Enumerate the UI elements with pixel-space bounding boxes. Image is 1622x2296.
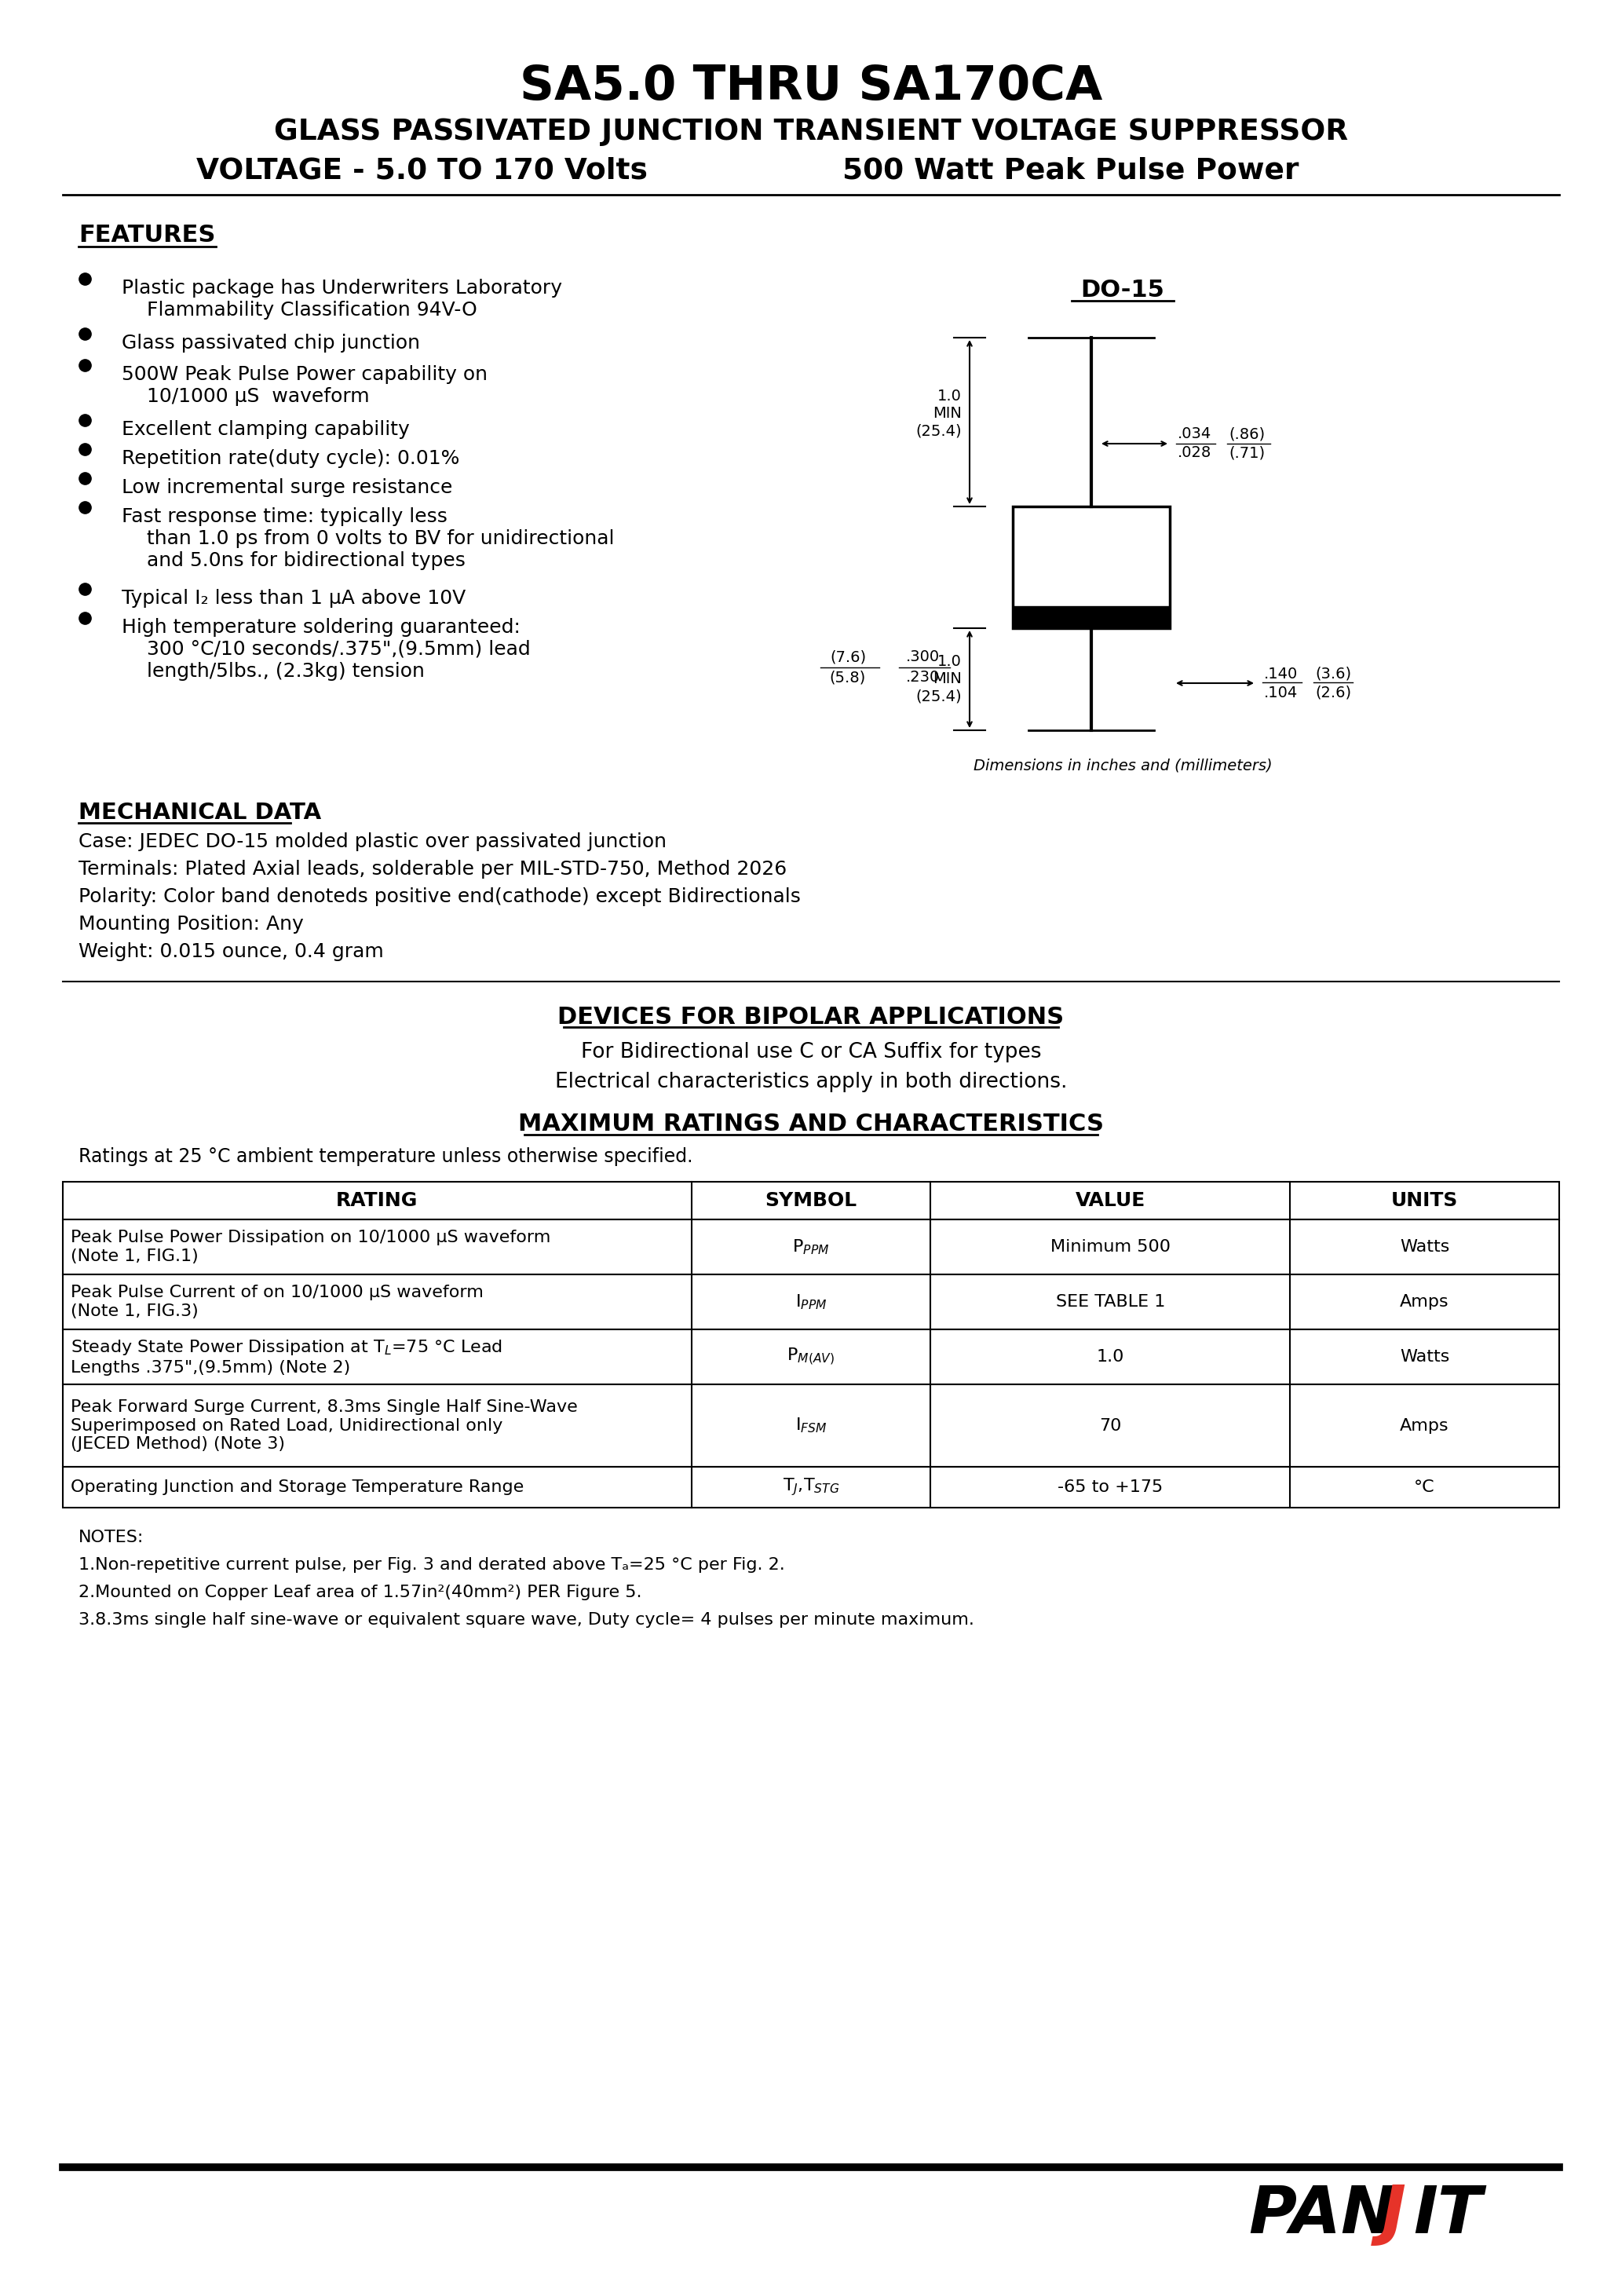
- Bar: [1012, 507, 1169, 629]
- Text: 500 Watt Peak Pulse Power: 500 Watt Peak Pulse Power: [842, 156, 1299, 186]
- Text: GLASS PASSIVATED JUNCTION TRANSIENT VOLTAGE SUPPRESSOR: GLASS PASSIVATED JUNCTION TRANSIENT VOLT…: [274, 117, 1348, 147]
- Text: Watts: Watts: [1400, 1350, 1450, 1364]
- Text: 1.0
MIN
(25.4): 1.0 MIN (25.4): [916, 388, 962, 439]
- Text: High temperature soldering guaranteed:
    300 °C/10 seconds/.375",(9.5mm) lead
: High temperature soldering guaranteed: 3…: [122, 618, 530, 680]
- Text: MAXIMUM RATINGS AND CHARACTERISTICS: MAXIMUM RATINGS AND CHARACTERISTICS: [517, 1114, 1105, 1137]
- Text: DO-15: DO-15: [1080, 280, 1165, 301]
- Text: Operating Junction and Storage Temperature Range: Operating Junction and Storage Temperatu…: [71, 1479, 524, 1495]
- Text: MECHANICAL DATA: MECHANICAL DATA: [78, 801, 321, 824]
- Text: (3.6): (3.6): [1315, 666, 1351, 682]
- Text: DEVICES FOR BIPOLAR APPLICATIONS: DEVICES FOR BIPOLAR APPLICATIONS: [558, 1006, 1064, 1029]
- Text: PAN: PAN: [1249, 2183, 1395, 2245]
- Text: .140: .140: [1264, 666, 1298, 682]
- Text: (.86): (.86): [1229, 427, 1265, 441]
- Text: Excellent clamping capability: Excellent clamping capability: [122, 420, 410, 439]
- Text: Ratings at 25 °C ambient temperature unless otherwise specified.: Ratings at 25 °C ambient temperature unl…: [78, 1148, 693, 1166]
- Text: SYMBOL: SYMBOL: [766, 1192, 856, 1210]
- Text: .034: .034: [1178, 427, 1212, 441]
- Text: Watts: Watts: [1400, 1240, 1450, 1256]
- Text: .104: .104: [1264, 684, 1298, 700]
- Text: .300: .300: [905, 650, 939, 666]
- Text: 1.0
MIN
(25.4): 1.0 MIN (25.4): [916, 654, 962, 705]
- Text: Fast response time: typically less
    than 1.0 ps from 0 volts to BV for unidir: Fast response time: typically less than …: [122, 507, 615, 569]
- Text: 2.Mounted on Copper Leaf area of 1.57in²(40mm²) PER Figure 5.: 2.Mounted on Copper Leaf area of 1.57in²…: [78, 1584, 642, 1600]
- Text: P$_{M(AV)}$: P$_{M(AV)}$: [787, 1345, 835, 1368]
- Text: FEATURES: FEATURES: [78, 225, 216, 248]
- Text: Plastic package has Underwriters Laboratory
    Flammability Classification 94V-: Plastic package has Underwriters Laborat…: [122, 278, 563, 319]
- Text: Dimensions in inches and (millimeters): Dimensions in inches and (millimeters): [973, 758, 1272, 774]
- Text: UNITS: UNITS: [1392, 1192, 1458, 1210]
- Text: Steady State Power Dissipation at T$_L$=75 °C Lead
Lengths .375",(9.5mm) (Note 2: Steady State Power Dissipation at T$_L$=…: [71, 1339, 503, 1375]
- Text: Terminals: Plated Axial leads, solderable per MIL-STD-750, Method 2026: Terminals: Plated Axial leads, solderabl…: [78, 859, 787, 879]
- Text: Repetition rate(duty cycle): 0.01%: Repetition rate(duty cycle): 0.01%: [122, 450, 459, 468]
- Text: VOLTAGE - 5.0 TO 170 Volts: VOLTAGE - 5.0 TO 170 Volts: [196, 156, 647, 186]
- Text: P$_{PPM}$: P$_{PPM}$: [793, 1238, 829, 1256]
- Text: Electrical characteristics apply in both directions.: Electrical characteristics apply in both…: [555, 1072, 1067, 1093]
- Text: Weight: 0.015 ounce, 0.4 gram: Weight: 0.015 ounce, 0.4 gram: [78, 941, 384, 962]
- Bar: [63, 1182, 1559, 1219]
- Text: Mounting Position: Any: Mounting Position: Any: [78, 914, 303, 934]
- Text: Minimum 500: Minimum 500: [1049, 1240, 1171, 1256]
- Text: Amps: Amps: [1400, 1417, 1448, 1433]
- Text: Glass passivated chip junction: Glass passivated chip junction: [122, 333, 420, 354]
- Text: .230: .230: [905, 670, 939, 684]
- Text: Low incremental surge resistance: Low incremental surge resistance: [122, 478, 453, 496]
- Text: 1.Non-repetitive current pulse, per Fig. 3 and derated above Tₐ=25 °C per Fig. 2: 1.Non-repetitive current pulse, per Fig.…: [78, 1557, 785, 1573]
- Text: (5.8): (5.8): [830, 670, 866, 684]
- Text: For Bidirectional use C or CA Suffix for types: For Bidirectional use C or CA Suffix for…: [581, 1042, 1041, 1063]
- Text: Peak Forward Surge Current, 8.3ms Single Half Sine-Wave
Superimposed on Rated Lo: Peak Forward Surge Current, 8.3ms Single…: [71, 1401, 577, 1451]
- Bar: [63, 1274, 1559, 1329]
- Text: VALUE: VALUE: [1075, 1192, 1145, 1210]
- Text: (7.6): (7.6): [830, 650, 866, 666]
- Text: -65 to +175: -65 to +175: [1058, 1479, 1163, 1495]
- Text: Case: JEDEC DO-15 molded plastic over passivated junction: Case: JEDEC DO-15 molded plastic over pa…: [78, 833, 667, 852]
- Bar: [63, 1329, 1559, 1384]
- Text: T$_J$,T$_{STG}$: T$_J$,T$_{STG}$: [782, 1476, 840, 1497]
- Bar: [1012, 606, 1169, 629]
- Text: SEE TABLE 1: SEE TABLE 1: [1056, 1295, 1165, 1309]
- Text: 70: 70: [1100, 1417, 1121, 1433]
- Text: (2.6): (2.6): [1315, 684, 1351, 700]
- Text: RATING: RATING: [336, 1192, 418, 1210]
- Bar: [63, 1219, 1559, 1274]
- Text: Peak Pulse Current of on 10/1000 μS waveform
(Note 1, FIG.3): Peak Pulse Current of on 10/1000 μS wave…: [71, 1286, 483, 1318]
- Text: Peak Pulse Power Dissipation on 10/1000 μS waveform
(Note 1, FIG.1): Peak Pulse Power Dissipation on 10/1000 …: [71, 1231, 550, 1263]
- Text: Amps: Amps: [1400, 1295, 1448, 1309]
- Text: IT: IT: [1413, 2183, 1483, 2245]
- Bar: [63, 1384, 1559, 1467]
- Text: 3.8.3ms single half sine-wave or equivalent square wave, Duty cycle= 4 pulses pe: 3.8.3ms single half sine-wave or equival…: [78, 1612, 975, 1628]
- Text: (.71): (.71): [1229, 445, 1265, 461]
- Text: Typical I₂ less than 1 μA above 10V: Typical I₂ less than 1 μA above 10V: [122, 588, 466, 608]
- Text: Polarity: Color band denoteds positive end(cathode) except Bidirectionals: Polarity: Color band denoteds positive e…: [78, 886, 801, 907]
- Text: SA5.0 THRU SA170CA: SA5.0 THRU SA170CA: [519, 64, 1103, 110]
- Text: 1.0: 1.0: [1096, 1350, 1124, 1364]
- Bar: [63, 1467, 1559, 1508]
- Text: I$_{PPM}$: I$_{PPM}$: [795, 1293, 827, 1311]
- Text: I$_{FSM}$: I$_{FSM}$: [795, 1417, 827, 1435]
- Text: 500W Peak Pulse Power capability on
    10/1000 μS  waveform: 500W Peak Pulse Power capability on 10/1…: [122, 365, 488, 406]
- Text: °C: °C: [1414, 1479, 1435, 1495]
- Text: J: J: [1382, 2183, 1406, 2245]
- Text: .028: .028: [1178, 445, 1212, 461]
- Text: NOTES:: NOTES:: [78, 1529, 144, 1545]
